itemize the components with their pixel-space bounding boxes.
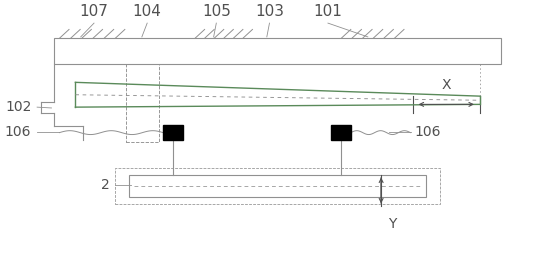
Bar: [54, 38, 501, 64]
Text: 106: 106: [5, 125, 31, 139]
Text: 102: 102: [5, 100, 32, 114]
Text: 106: 106: [415, 125, 441, 139]
Text: Y: Y: [387, 217, 396, 231]
Text: 101: 101: [313, 4, 342, 19]
Bar: [126, 64, 159, 142]
Text: 103: 103: [255, 4, 284, 19]
Text: 105: 105: [202, 4, 231, 19]
Text: 104: 104: [133, 4, 162, 19]
Bar: [163, 125, 183, 140]
Bar: [115, 168, 440, 204]
Bar: [128, 175, 426, 197]
Bar: [331, 125, 351, 140]
Text: X: X: [442, 78, 451, 92]
Text: 107: 107: [79, 4, 108, 19]
Text: 2: 2: [101, 178, 110, 192]
